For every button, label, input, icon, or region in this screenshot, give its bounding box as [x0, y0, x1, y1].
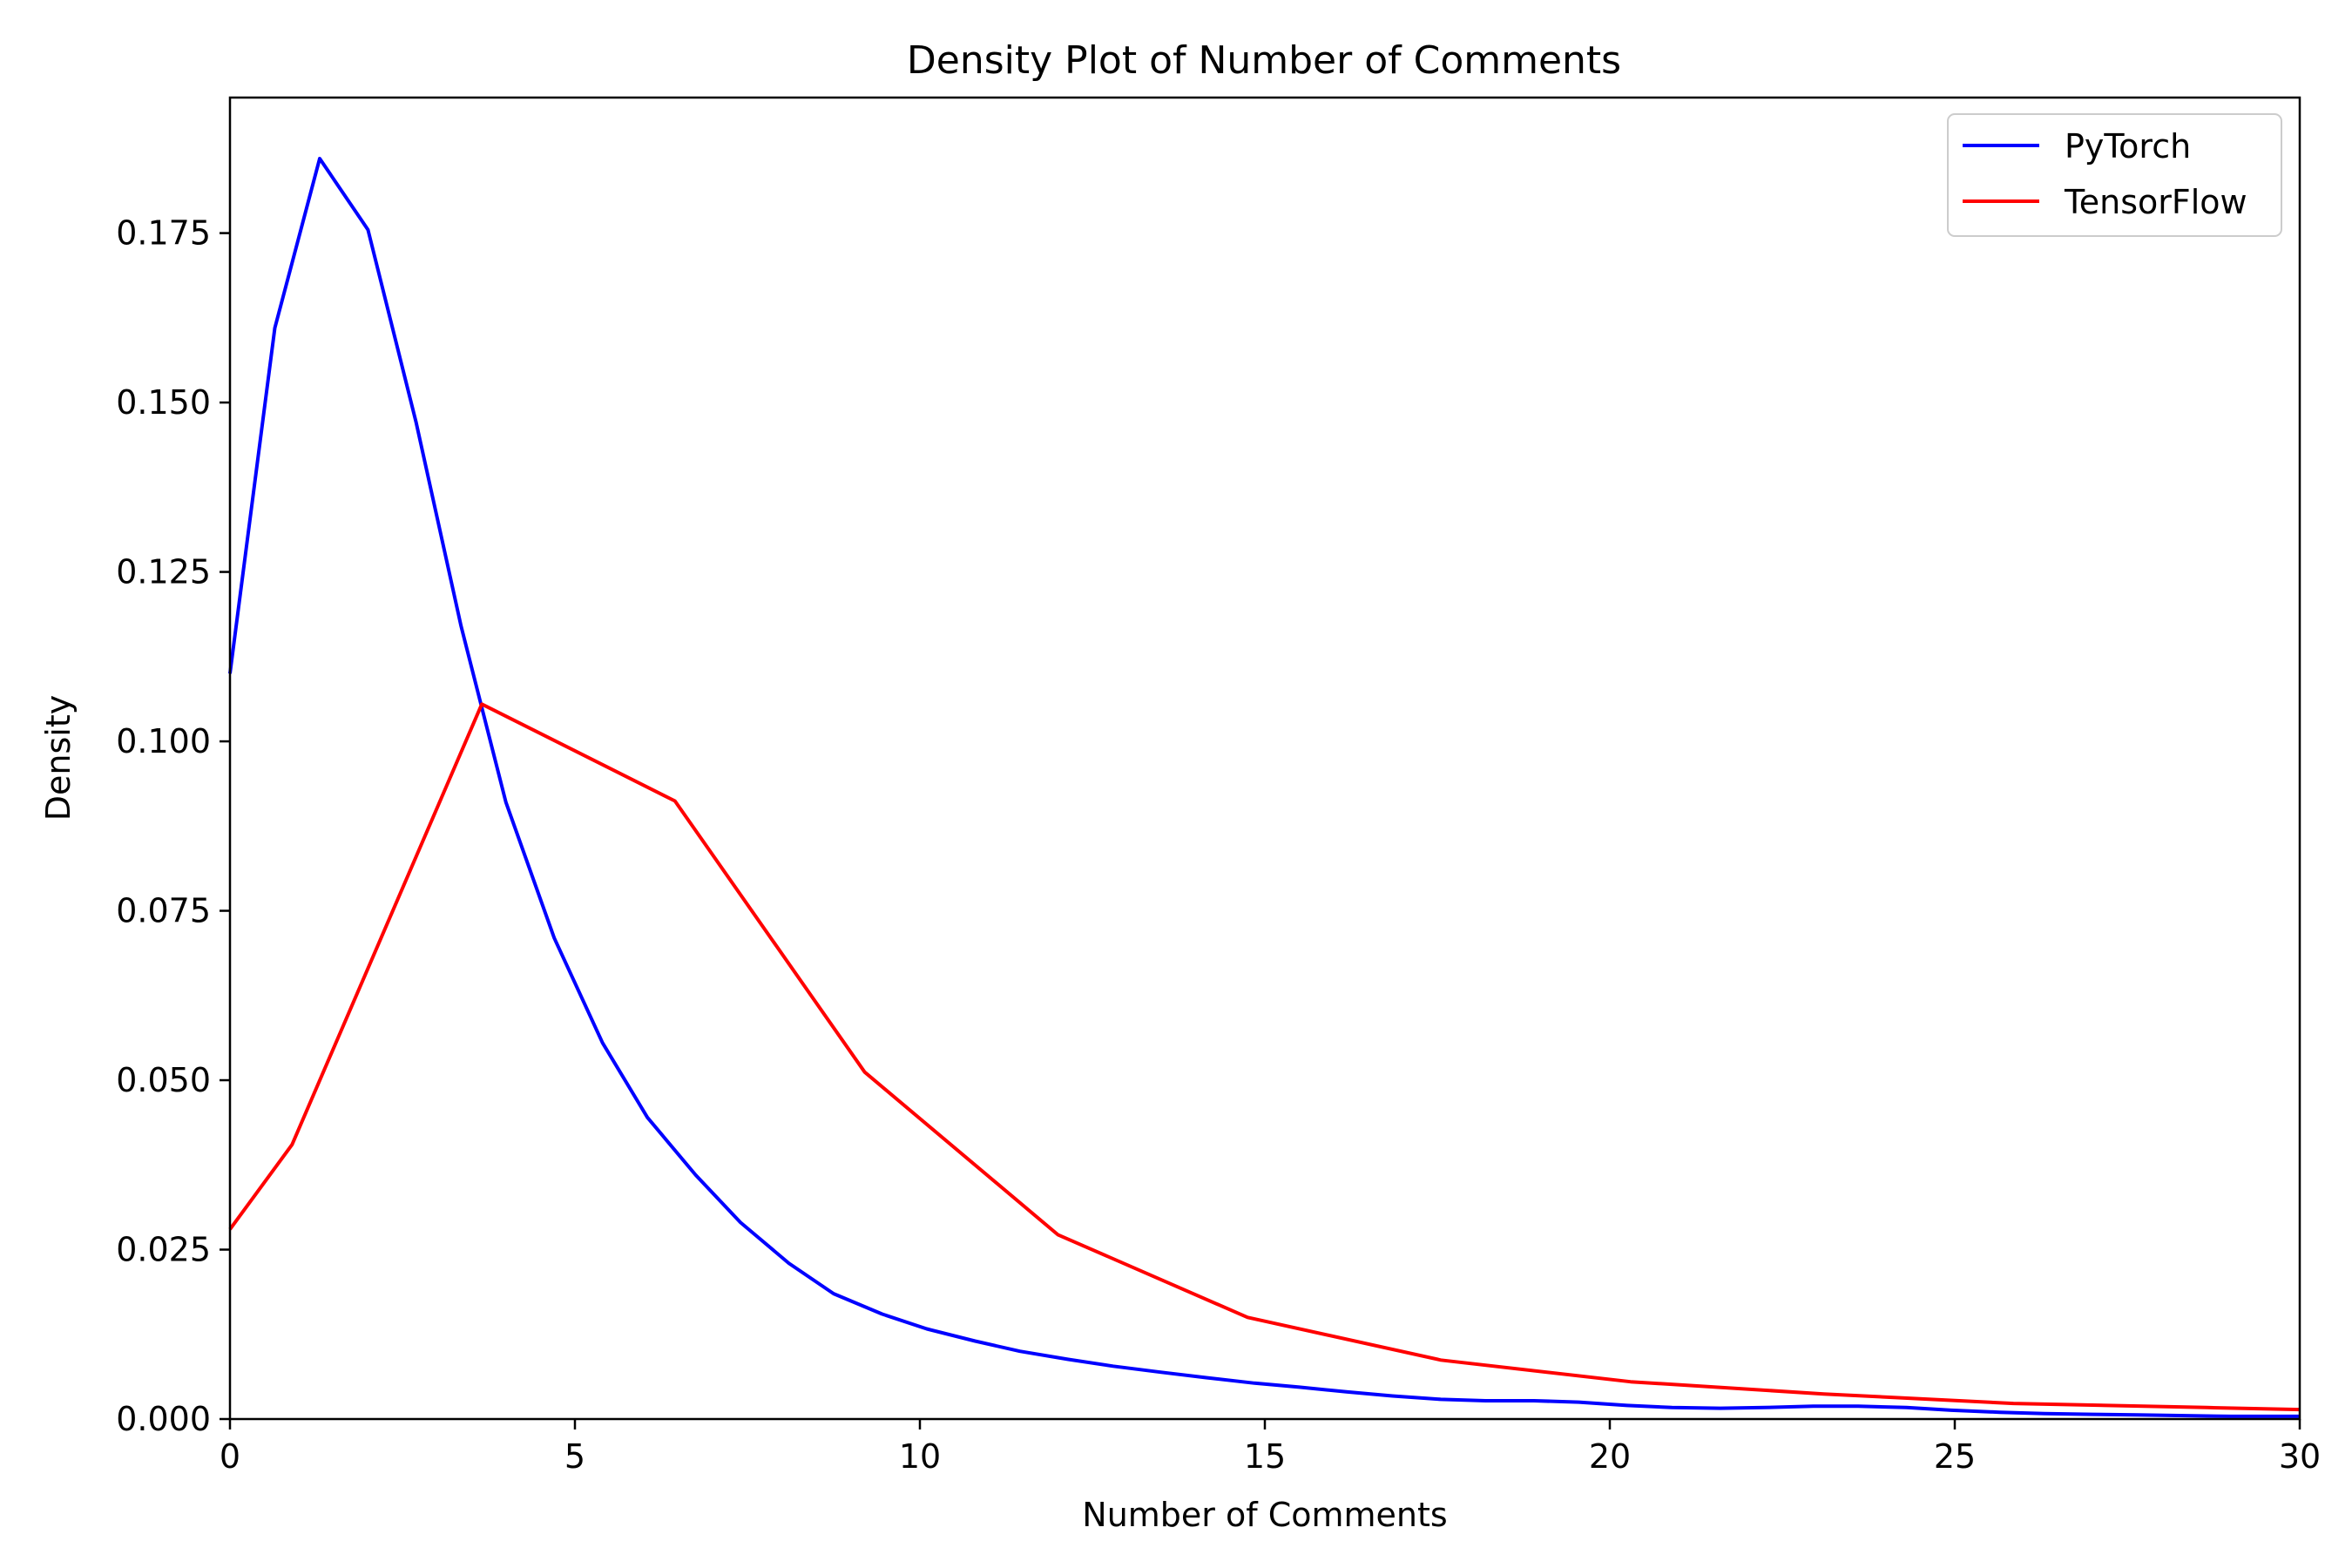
y-axis-label: Density — [39, 695, 78, 821]
legend-label-tensorflow: TensorFlow — [2064, 183, 2247, 221]
series-line-tensorflow — [228, 702, 2301, 1412]
y-tick-label: 0.150 — [116, 383, 211, 422]
x-tick-label: 0 — [220, 1437, 240, 1476]
y-axis-ticks: 0.000 0.025 0.050 0.075 0.100 0.125 0.150 0.175 — [116, 214, 230, 1438]
legend: PyTorch TensorFlow — [1947, 113, 2282, 237]
legend-label-pytorch: PyTorch — [2065, 127, 2191, 166]
series-layer — [228, 157, 2301, 1418]
x-axis-ticks: 0 5 10 15 20 25 30 — [220, 1419, 2321, 1476]
y-tick-label: 0.000 — [116, 1400, 211, 1438]
y-tick-label: 0.050 — [116, 1061, 211, 1099]
y-tick-label: 0.125 — [116, 553, 211, 591]
x-tick-label: 10 — [899, 1437, 941, 1476]
series-line-pytorch — [228, 157, 2300, 1418]
x-tick-label: 30 — [2279, 1437, 2321, 1476]
y-tick-label: 0.175 — [116, 214, 211, 253]
x-tick-label: 5 — [564, 1437, 585, 1476]
x-tick-label: 25 — [1934, 1437, 1976, 1476]
y-tick-label: 0.100 — [116, 722, 211, 760]
chart-title: Density Plot of Number of Comments — [907, 38, 1621, 83]
y-tick-label: 0.075 — [116, 892, 211, 930]
x-axis-label: Number of Comments — [1082, 1496, 1447, 1534]
x-tick-label: 20 — [1589, 1437, 1631, 1476]
x-tick-label: 15 — [1244, 1437, 1286, 1476]
y-tick-label: 0.025 — [116, 1231, 211, 1269]
